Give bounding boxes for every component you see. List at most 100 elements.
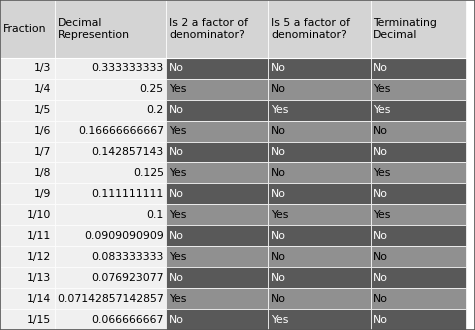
Text: No: No xyxy=(169,147,184,157)
Bar xyxy=(370,79,466,100)
Text: 0.076923077: 0.076923077 xyxy=(91,273,164,282)
Text: No: No xyxy=(373,273,389,282)
Text: No: No xyxy=(373,189,389,199)
Bar xyxy=(0,267,55,288)
Bar xyxy=(0,0,55,58)
Text: 1/13: 1/13 xyxy=(27,273,51,282)
Bar xyxy=(268,120,371,142)
Text: No: No xyxy=(271,168,286,178)
Bar xyxy=(0,142,55,162)
Bar xyxy=(268,79,371,100)
Bar xyxy=(0,309,55,330)
Text: No: No xyxy=(271,231,286,241)
Text: No: No xyxy=(169,231,184,241)
Bar xyxy=(370,100,466,120)
Text: No: No xyxy=(271,126,286,136)
Bar xyxy=(166,120,268,142)
Text: Yes: Yes xyxy=(169,168,187,178)
Bar xyxy=(166,267,268,288)
Text: Terminating
Decimal: Terminating Decimal xyxy=(373,18,437,40)
Text: 0.25: 0.25 xyxy=(140,84,164,94)
Text: Yes: Yes xyxy=(169,252,187,262)
Text: No: No xyxy=(169,63,184,73)
Bar xyxy=(268,142,371,162)
Bar xyxy=(166,79,268,100)
Bar xyxy=(55,58,166,79)
Bar xyxy=(370,142,466,162)
Text: 0.083333333: 0.083333333 xyxy=(92,252,164,262)
Bar xyxy=(0,79,55,100)
Text: 0.066666667: 0.066666667 xyxy=(92,314,164,324)
Text: Yes: Yes xyxy=(271,210,289,220)
Bar xyxy=(0,183,55,204)
Bar xyxy=(55,162,166,183)
Bar xyxy=(55,0,166,58)
Text: 1/11: 1/11 xyxy=(27,231,51,241)
Bar xyxy=(55,142,166,162)
Text: 1/5: 1/5 xyxy=(34,105,51,115)
Bar xyxy=(166,162,268,183)
Bar xyxy=(268,288,371,309)
Text: No: No xyxy=(373,126,389,136)
Text: No: No xyxy=(373,252,389,262)
Bar xyxy=(268,204,371,225)
Text: Yes: Yes xyxy=(373,84,391,94)
Text: 0.2: 0.2 xyxy=(147,105,164,115)
Bar xyxy=(268,100,371,120)
Text: 1/15: 1/15 xyxy=(27,314,51,324)
Text: No: No xyxy=(169,314,184,324)
Text: No: No xyxy=(373,294,389,304)
Text: Yes: Yes xyxy=(271,105,289,115)
Bar xyxy=(55,288,166,309)
Text: No: No xyxy=(373,314,389,324)
Text: 1/12: 1/12 xyxy=(27,252,51,262)
Text: 0.142857143: 0.142857143 xyxy=(92,147,164,157)
Bar xyxy=(268,267,371,288)
Bar xyxy=(0,162,55,183)
Text: Yes: Yes xyxy=(169,294,187,304)
Bar xyxy=(55,79,166,100)
Text: No: No xyxy=(271,294,286,304)
Bar xyxy=(370,309,466,330)
Bar xyxy=(370,162,466,183)
Bar xyxy=(166,225,268,246)
Text: Yes: Yes xyxy=(373,210,391,220)
Text: 0.16666666667: 0.16666666667 xyxy=(78,126,164,136)
Text: 1/9: 1/9 xyxy=(34,189,51,199)
Bar xyxy=(370,288,466,309)
Text: Yes: Yes xyxy=(373,105,391,115)
Text: 1/10: 1/10 xyxy=(27,210,51,220)
Bar xyxy=(370,58,466,79)
Bar xyxy=(370,120,466,142)
Text: 1/3: 1/3 xyxy=(34,63,51,73)
Text: No: No xyxy=(169,189,184,199)
Bar xyxy=(268,309,371,330)
Bar xyxy=(166,204,268,225)
Bar xyxy=(166,100,268,120)
Bar xyxy=(370,246,466,267)
Text: Is 2 a factor of
denominator?: Is 2 a factor of denominator? xyxy=(169,18,248,40)
Bar xyxy=(55,246,166,267)
Text: 1/7: 1/7 xyxy=(34,147,51,157)
Bar xyxy=(0,120,55,142)
Text: Is 5 a factor of
denominator?: Is 5 a factor of denominator? xyxy=(271,18,350,40)
Bar xyxy=(55,225,166,246)
Text: 0.07142857142857: 0.07142857142857 xyxy=(57,294,164,304)
Text: Decimal
Represention: Decimal Represention xyxy=(57,18,130,40)
Text: Yes: Yes xyxy=(169,210,187,220)
Bar xyxy=(166,183,268,204)
Text: No: No xyxy=(373,231,389,241)
Bar xyxy=(268,225,371,246)
Text: Yes: Yes xyxy=(271,314,289,324)
Bar xyxy=(0,288,55,309)
Bar xyxy=(0,100,55,120)
Text: 1/14: 1/14 xyxy=(27,294,51,304)
Bar xyxy=(55,204,166,225)
Bar xyxy=(370,225,466,246)
Text: 1/4: 1/4 xyxy=(34,84,51,94)
Text: 0.1: 0.1 xyxy=(147,210,164,220)
Bar xyxy=(268,0,371,58)
Bar xyxy=(370,0,466,58)
Text: 1/6: 1/6 xyxy=(34,126,51,136)
Bar xyxy=(166,0,268,58)
